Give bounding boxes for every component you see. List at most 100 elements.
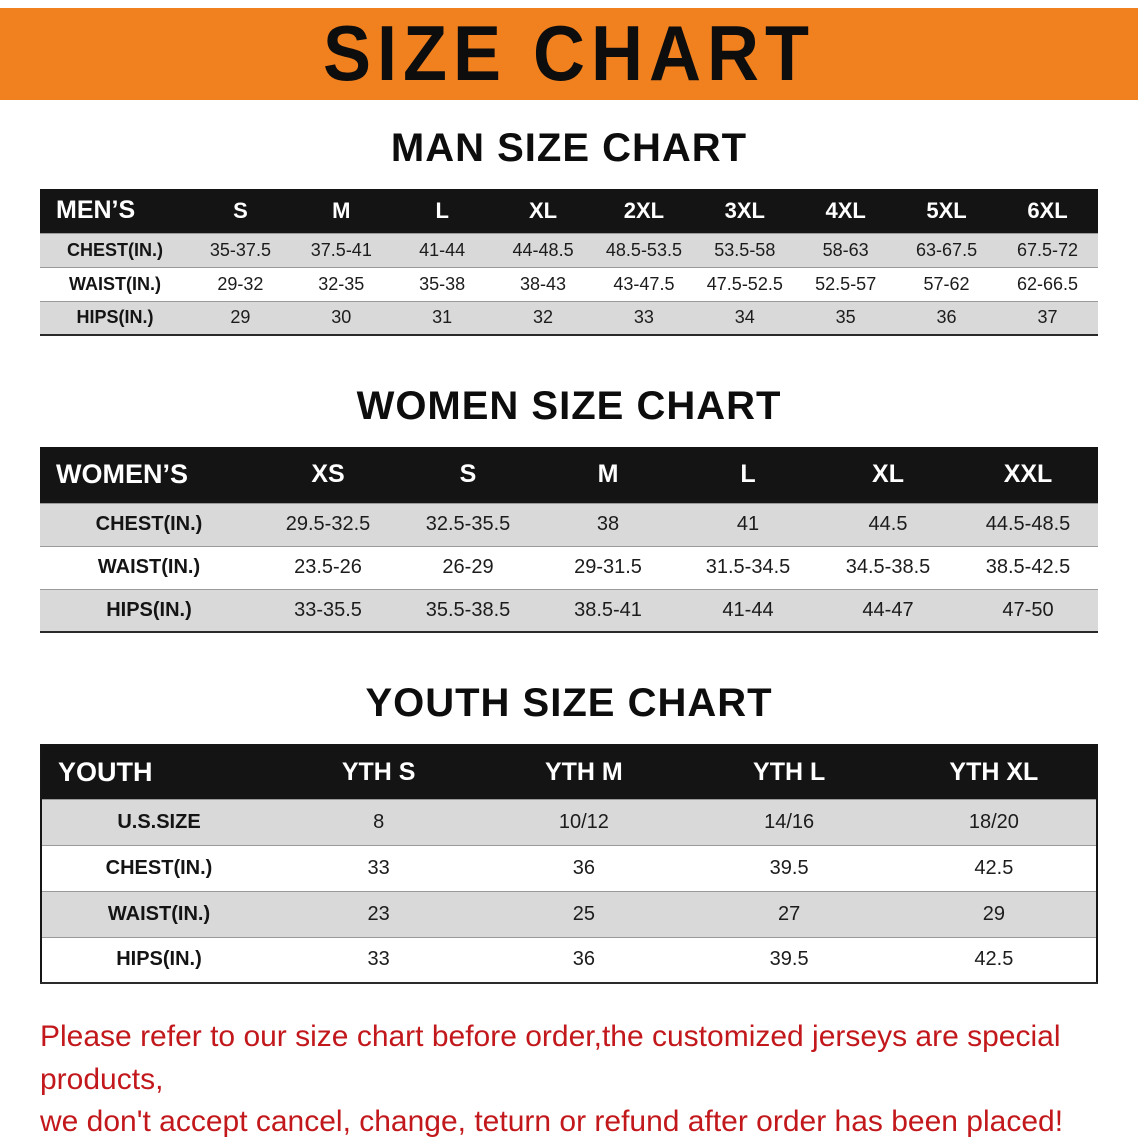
women-section-heading: WOMEN SIZE CHART [356,384,782,428]
measurement-cell: 32-35 [318,273,365,294]
measurement-row: CHEST(IN.) 29.5-32.5 32.5-35.5 38 41 44.5 44.5… [40,503,1098,546]
row-label: CHEST(IN.) [95,513,203,535]
measurement-cell: 37 [1037,307,1058,328]
measurement-cell: 62-66.5 [1016,273,1079,294]
measurement-cell: 58-63 [822,239,869,260]
size-column-header: 5XL [896,189,997,233]
measurement-row: HIPS(IN.) 33 36 39.5 42.5 [41,937,1097,983]
row-label: U.S.SIZE [117,810,201,833]
measurement-cell: 38-43 [520,273,567,294]
size-column-header: S [398,447,538,503]
measurement-cell: 38 [596,513,620,535]
size-chart-sections: MAN SIZE CHART MEN’S S M L XL 2XL 3XL 4XL 5XL 6XL C… [0,126,1138,984]
size-column-header: XXL [958,447,1098,503]
measurement-cell: 29.5-32.5 [285,513,371,535]
header-row: YOUTH YTH S YTH M YTH L YTH XL [41,745,1097,799]
measurement-cell: 25 [572,902,595,925]
measurement-cell: 10/12 [558,810,609,833]
measurement-cell: 23.5-26 [294,556,362,578]
measurement-cell: 48.5-53.5 [605,239,682,260]
youth-size-table: YOUTH YTH S YTH M YTH L YTH XL U.S.SIZE 8 10/12… [40,744,1098,984]
measurement-cell: 43-47.5 [613,273,675,294]
size-column-header: XS [258,447,398,503]
row-label: WAIST(IN.) [69,273,161,294]
measurement-cell: 47.5-52.5 [706,273,783,294]
measurement-cell: 39.5 [769,948,809,971]
measurement-cell: 32.5-35.5 [425,513,511,535]
measurement-cell: 41-44 [419,239,466,260]
measurement-cell: 27 [778,902,801,925]
measurement-cell: 52.5-57 [815,273,877,294]
measurement-cell: 39.5 [769,856,809,879]
measurement-cell: 34.5-38.5 [845,556,931,578]
banner: SIZE CHART [0,8,1138,100]
measurement-cell: 36 [936,307,957,328]
measurement-cell: 44.5-48.5 [985,513,1071,535]
measurement-cell: 57-62 [923,273,970,294]
row-label: HIPS(IN.) [76,307,154,328]
measurement-cell: 26-29 [442,556,494,578]
row-label: CHEST(IN.) [105,856,213,879]
measurement-cell: 35.5-38.5 [425,598,511,621]
footer-notice: Please refer to our size chart before or… [40,1016,1098,1144]
measurement-cell: 41-44 [722,598,774,621]
men-size-table: MEN’S S M L XL 2XL 3XL 4XL 5XL 6XL CHEST(IN.) 35-37… [40,189,1098,336]
measurement-cell: 33 [367,856,390,879]
row-label: HIPS(IN.) [106,598,192,621]
measurement-row: WAIST(IN.) 23.5-26 26-29 29-31.5 31.5-34.5 34… [40,546,1098,589]
row-label: WAIST(IN.) [107,902,211,925]
measurement-cell: 44.5 [868,513,908,535]
measurement-cell: 33 [367,948,390,971]
measurement-cell: 23 [367,902,390,925]
size-column-header: 4XL [795,189,897,233]
measurement-cell: 41 [736,513,760,535]
women-size-table: WOMEN’S XS S M L XL XXL CHEST(IN.) 29.5-32.5 32.5… [40,447,1098,633]
measurement-cell: 44-47 [862,598,914,621]
size-column-header: S [190,189,291,233]
size-column-header: M [538,447,678,503]
measurement-cell: 42.5 [974,948,1014,971]
measurement-cell: 29-32 [217,273,264,294]
size-column-header: XL [818,447,958,503]
measurement-cell: 38.5-42.5 [985,556,1071,578]
header-row: WOMEN’S XS S M L XL XXL [40,447,1098,503]
measurement-row: CHEST(IN.) 35-37.5 37.5-41 41-44 44-48.5 48.5… [40,233,1098,267]
measurement-cell: 47-50 [1002,598,1054,621]
measurement-cell: 35-37.5 [209,239,271,260]
size-column-header: 6XL [997,189,1098,233]
size-column-header: L [391,189,493,233]
size-column-header: YTH M [481,745,687,799]
measurement-cell: 53.5-58 [714,239,776,260]
size-column-header: YTH L [686,745,892,799]
size-chart-page: SIZE CHART MAN SIZE CHART MEN’S S M L XL 2XL 3X… [0,8,1138,1144]
measurement-cell: 18/20 [968,810,1019,833]
size-column-header: L [678,447,818,503]
measurement-cell: 14/16 [764,810,815,833]
measurement-cell: 29 [230,307,251,328]
men-table-label: MEN’S [40,189,190,233]
measurement-cell: 31.5-34.5 [705,556,791,578]
measurement-cell: 30 [331,307,352,328]
youth-table-label: YOUTH [41,745,276,799]
women-table-label: WOMEN’S [40,447,258,503]
measurement-cell: 33 [633,307,654,328]
measurement-cell: 35-38 [419,273,466,294]
size-column-header: YTH XL [891,745,1097,799]
row-label: HIPS(IN.) [116,948,202,971]
size-column-header: YTH S [276,745,482,799]
row-label: WAIST(IN.) [97,556,201,578]
measurement-cell: 36 [572,856,595,879]
men-size-section: MAN SIZE CHART MEN’S S M L XL 2XL 3XL 4XL 5XL 6XL C… [0,126,1138,336]
measurement-cell: 34 [734,307,755,328]
notice-line-1: Please refer to our size chart before or… [40,1020,1061,1096]
notice-line-2: we don't accept cancel, change, teturn o… [40,1105,1064,1139]
measurement-cell: 42.5 [974,856,1014,879]
measurement-cell: 32 [533,307,554,328]
women-size-section: WOMEN SIZE CHART WOMEN’S XS S M L XL XXL CHEST(I… [0,384,1138,633]
measurement-row: HIPS(IN.) 33-35.5 35.5-38.5 38.5-41 41-44 44-… [40,589,1098,632]
men-section-heading: MAN SIZE CHART [390,126,748,170]
measurement-cell: 63-67.5 [916,239,978,260]
measurement-cell: 33-35.5 [294,598,362,621]
measurement-cell: 44-48.5 [512,239,574,260]
measurement-cell: 8 [373,810,385,833]
